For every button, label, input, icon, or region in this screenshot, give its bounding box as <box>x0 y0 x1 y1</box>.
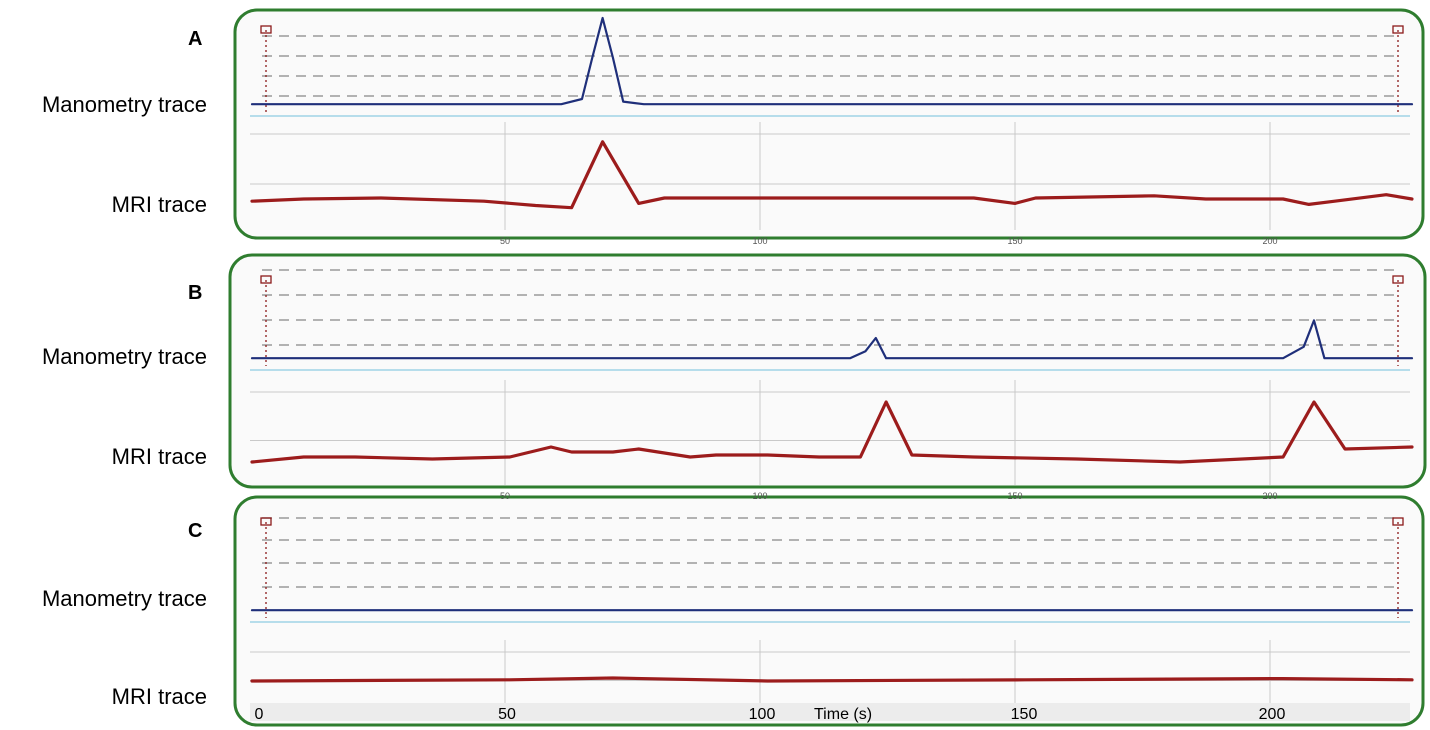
panel-a-manometry-label: Manometry trace <box>41 92 207 117</box>
x-tick-label: 0 <box>254 706 264 723</box>
panel-b-mri-line <box>250 400 1414 464</box>
panel-b-small-tick: 200 <box>1262 491 1278 501</box>
panel-c-event-flag <box>1392 517 1404 526</box>
panel-b-letter: B <box>188 282 203 304</box>
panel-b-event-flag <box>1392 275 1404 284</box>
panel-a-mri-label: MRI trace <box>111 192 207 217</box>
x-tick-label: 200 <box>1258 706 1286 723</box>
panel-a-frame <box>233 8 1425 240</box>
panel-a-manometry-line <box>250 16 1414 106</box>
panel-b-small-tick: 150 <box>1007 491 1023 501</box>
panel-c-mri-label: MRI trace <box>111 684 207 709</box>
panel-b-event-flag <box>260 275 272 284</box>
panel-b-small-tick: 100 <box>752 491 768 501</box>
x-tick-label: 150 <box>1010 706 1038 723</box>
panel-a-event-flag <box>260 25 272 34</box>
panel-a-small-tick: 100 <box>752 236 768 246</box>
panel-b-manometry-label: Manometry trace <box>41 344 207 369</box>
panel-b-small-tick: 50 <box>499 491 511 501</box>
panel-a-mri-line <box>250 140 1414 210</box>
panel-a-small-tick: 200 <box>1262 236 1278 246</box>
panel-a-small-tick: 150 <box>1007 236 1023 246</box>
panel-b-mri-label: MRI trace <box>111 444 207 469</box>
panel-a-letter: A <box>188 28 203 50</box>
panel-c-letter: C <box>188 520 203 542</box>
x-axis-strip <box>250 703 1410 721</box>
panel-b-frame <box>228 253 1427 489</box>
panel-c-event-flag <box>260 517 272 526</box>
panel-c-manometry-label: Manometry trace <box>41 586 207 611</box>
panel-a-event-flag <box>1392 25 1404 34</box>
x-tick-label: 100 <box>748 706 776 723</box>
panel-a-small-tick: 50 <box>499 236 511 246</box>
x-tick-label: 50 <box>498 706 516 723</box>
panel-b-manometry-line <box>250 319 1414 360</box>
x-axis-label: Time (s) <box>814 706 873 723</box>
panel-c-mri-line <box>250 676 1414 683</box>
